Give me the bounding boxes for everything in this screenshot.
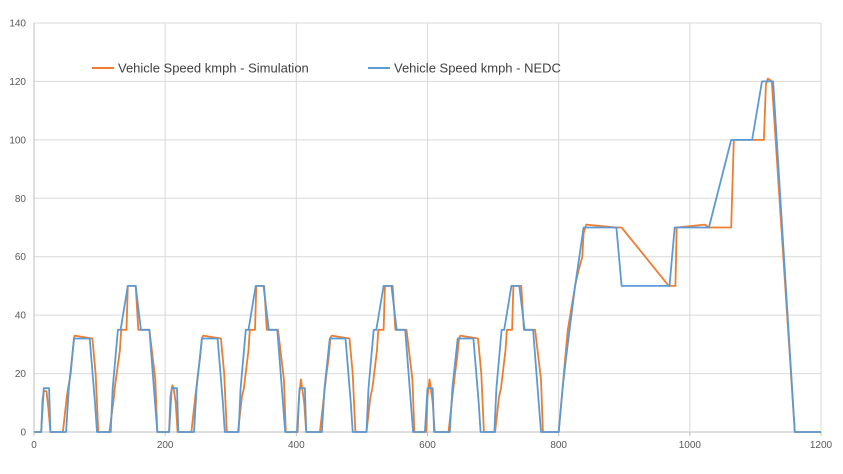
- y-tick-label: 100: [9, 135, 26, 146]
- series-line-nedc: [34, 80, 821, 433]
- legend: Vehicle Speed kmph - Simulation Vehicle S…: [92, 61, 561, 76]
- x-tick-label: 400: [288, 440, 305, 451]
- series-layer: [34, 77, 821, 433]
- y-tick-label: 140: [9, 19, 26, 30]
- x-tick-label: 200: [157, 440, 174, 451]
- x-tick-label: 1200: [810, 440, 833, 451]
- y-tick-label: 0: [20, 428, 26, 439]
- y-tick-label: 40: [15, 311, 27, 322]
- y-tick-label: 60: [15, 252, 27, 263]
- axis-layer: 0 20 40 60 80 100 120 140 0 200 400 600 800 1000 1200: [9, 19, 832, 452]
- x-tick-label: 0: [31, 440, 37, 451]
- y-tick-label: 20: [15, 369, 27, 380]
- y-tick-label: 80: [15, 194, 27, 205]
- x-tick-label: 1000: [679, 440, 702, 451]
- x-tick-label: 800: [550, 440, 567, 451]
- legend-label: Vehicle Speed kmph - NEDC: [394, 61, 561, 76]
- y-tick-label: 120: [9, 77, 26, 88]
- x-tick-label: 600: [419, 440, 436, 451]
- legend-label: Vehicle Speed kmph - Simulation: [118, 61, 309, 76]
